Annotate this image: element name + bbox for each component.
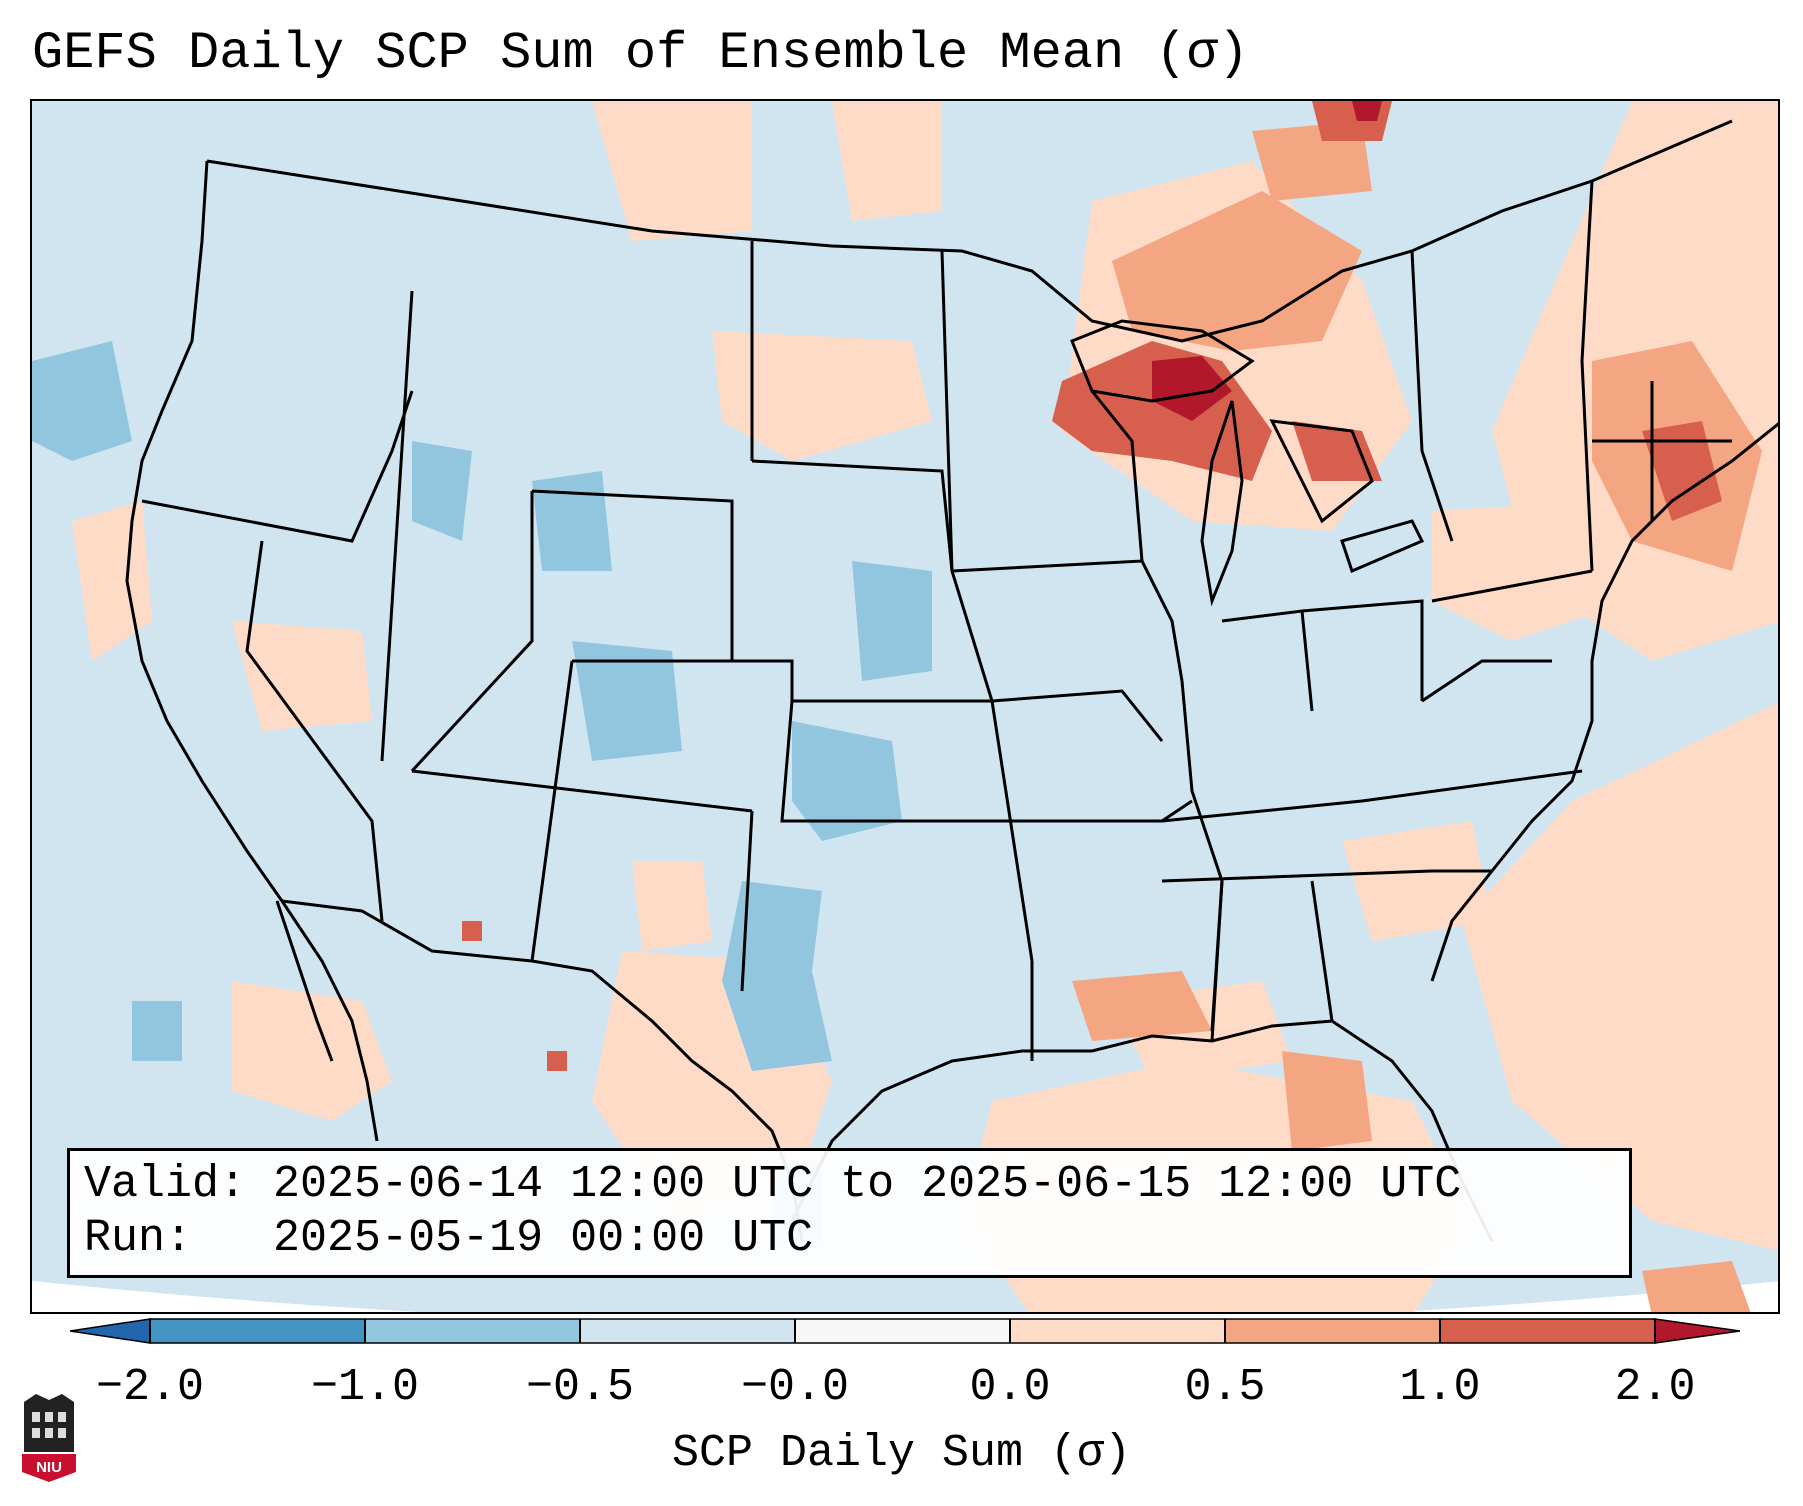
pacific-coastline — [125, 160, 379, 1142]
tick-label: −2.0 — [95, 1362, 205, 1413]
colorbar-segment-5 — [1010, 1319, 1225, 1343]
colorbar-under-arrow — [70, 1318, 151, 1344]
baja-coastline — [275, 900, 334, 1062]
colorbar-over-arrow — [1654, 1318, 1740, 1344]
colorbar-label: SCP Daily Sum (σ) — [671, 1428, 1132, 1479]
anomaly-extreme-positive — [1152, 101, 1382, 421]
us-canada-border — [206, 119, 1733, 343]
colorbar-segment-1 — [150, 1319, 365, 1343]
tick-label: 2.0 — [1614, 1362, 1696, 1413]
run-text: 2025-05-19 00:00 UTC — [273, 1213, 814, 1264]
atlantic-coastline — [1430, 422, 1778, 982]
anomaly-medium-positive — [1072, 121, 1762, 1312]
run-label: Run: — [84, 1213, 193, 1264]
valid-line: Valid: 2025-06-14 12:00 UTC to 2025-06-1… — [84, 1159, 1461, 1210]
colorbar-segment-4 — [795, 1319, 1010, 1343]
run-line: Run: 2025-05-19 00:00 UTC — [84, 1213, 813, 1264]
tick-label: −0.5 — [525, 1362, 635, 1413]
valid-run-info-box: Valid: 2025-06-14 12:00 UTC to 2025-06-1… — [67, 1148, 1632, 1278]
tick-label: 0.0 — [969, 1362, 1051, 1413]
map-borders — [125, 119, 1778, 1242]
projection-edge — [32, 1281, 1778, 1312]
logo-text: NIU — [36, 1459, 62, 1476]
colorbar-segment-7 — [1440, 1319, 1655, 1343]
chart-title: GEFS Daily SCP Sum of Ensemble Mean (σ) — [32, 24, 1249, 83]
valid-text: 2025-06-14 12:00 UTC to 2025-06-15 12:00… — [273, 1159, 1462, 1210]
valid-label: Valid: — [84, 1159, 247, 1210]
tick-label: −0.0 — [740, 1362, 850, 1413]
gulf-coastline — [790, 1019, 1494, 1242]
colorbar — [70, 1318, 1740, 1344]
tick-label: 1.0 — [1399, 1362, 1481, 1413]
colorbar-ticks — [149, 1319, 1656, 1343]
lake-erie — [1340, 519, 1425, 574]
lake-michigan — [1200, 400, 1244, 607]
lake-huron — [1269, 419, 1374, 524]
us-mexico-border — [281, 899, 804, 1242]
colorbar-segment-2 — [365, 1319, 580, 1343]
colorbar-segment-3 — [580, 1319, 795, 1343]
anomaly-light-negative — [32, 341, 932, 1241]
map-panel — [30, 99, 1780, 1314]
colorbar-segment-6 — [1225, 1319, 1440, 1343]
scp-map — [32, 101, 1778, 1312]
lake-superior — [1070, 319, 1255, 403]
niu-logo-icon: NIU — [22, 1394, 76, 1482]
tick-label: −1.0 — [310, 1362, 420, 1413]
tick-label: 0.5 — [1184, 1362, 1266, 1413]
